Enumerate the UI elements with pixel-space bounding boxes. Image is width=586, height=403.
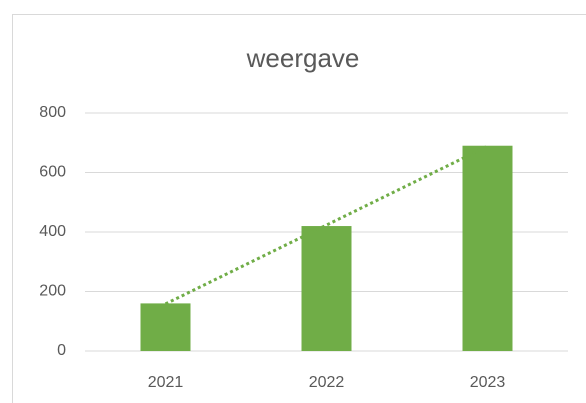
y-tick-label: 400: [39, 223, 66, 240]
bar: [140, 303, 191, 351]
chart-title: weergave: [246, 43, 360, 73]
y-tick-label: 200: [39, 283, 66, 300]
x-tick-label: 2022: [309, 374, 345, 391]
x-tick-label: 2021: [148, 374, 184, 391]
y-tick-label: 0: [57, 342, 66, 359]
y-tick-label: 800: [39, 104, 66, 121]
bar: [462, 145, 513, 351]
y-tick-label: 600: [39, 164, 66, 181]
x-tick-label: 2023: [470, 374, 506, 391]
bar: [301, 226, 352, 351]
